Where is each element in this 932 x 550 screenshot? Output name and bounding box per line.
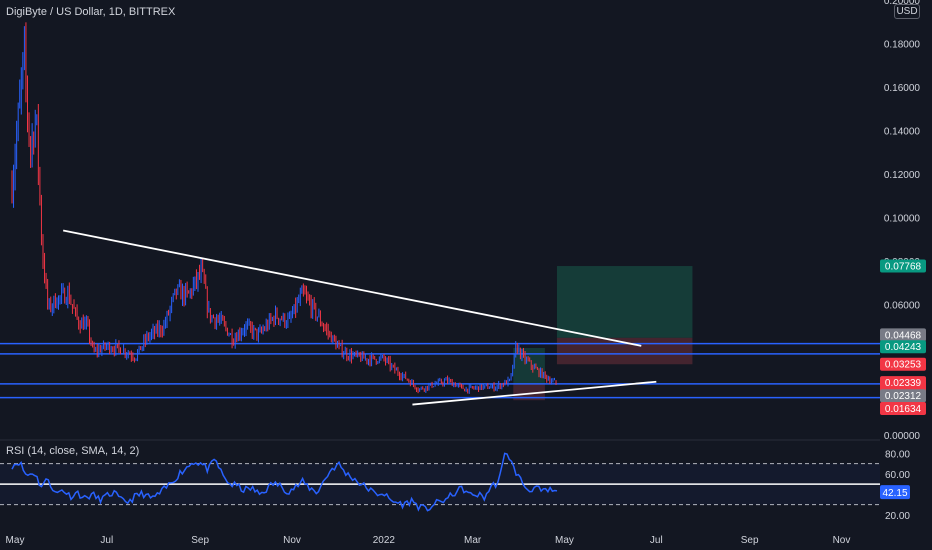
time-tick-label: Nov [833, 535, 851, 546]
target-zone[interactable] [556, 266, 693, 338]
horizontal-levels[interactable] [0, 342, 880, 399]
price-label-tag [880, 328, 926, 342]
rsi-value-label: 42.15 [882, 488, 907, 499]
time-tick-label: Sep [741, 535, 759, 546]
time-tick-label: Jul [100, 535, 113, 546]
price-tick-label: 0.12000 [884, 170, 921, 181]
position-tool[interactable] [513, 266, 693, 401]
time-tick-label: Mar [464, 535, 482, 546]
rsi-tick-label: 80.00 [885, 449, 910, 460]
price-label: 0.07768 [885, 262, 922, 273]
old-stop-zone [513, 383, 545, 401]
price-label: 0.02312 [885, 391, 922, 402]
price-tick-label: 0.00000 [884, 431, 921, 442]
price-label-tag [880, 401, 926, 415]
price-label: 0.03253 [885, 360, 922, 371]
rsi-tick-label: 60.00 [885, 470, 910, 481]
rsi-pane[interactable] [0, 452, 880, 512]
price-labels: 0.077680.044680.042430.032530.0233908:31… [880, 259, 926, 415]
price-tick-label: 0.16000 [884, 83, 921, 94]
price-tick-label: 0.14000 [884, 127, 921, 138]
price-pane[interactable] [0, 22, 880, 406]
candles [11, 22, 557, 394]
price-label: 0.04243 [885, 342, 922, 353]
price-tick-label: 0.20000 [884, 0, 921, 7]
rsi-value-tag [880, 485, 910, 500]
price-label: 0.02339 [885, 378, 922, 389]
time-tick-label: Nov [283, 535, 301, 546]
time-tick-label: Sep [191, 535, 209, 546]
rsi-line [11, 452, 558, 512]
time-axis[interactable]: May Jul Sep Nov 2022 Mar May Jul Sep Nov [6, 535, 851, 546]
currency-button[interactable]: USD [894, 4, 920, 19]
price-label: 0.04468 [885, 330, 922, 341]
trendlines[interactable] [62, 229, 657, 406]
time-tick-label: May [555, 535, 574, 546]
trendline-0[interactable] [62, 229, 642, 347]
price-tick-label: 0.18000 [884, 40, 921, 51]
rsi-tick-label: 20.00 [885, 511, 910, 522]
price-label-tag [880, 389, 926, 403]
rsi-title: RSI (14, close, SMA, 14, 2) [6, 445, 140, 457]
price-label-tag [880, 340, 926, 354]
time-tick-label: 2022 [373, 535, 396, 546]
price-label-tag [880, 259, 926, 273]
price-tick-label: 0.10000 [884, 214, 921, 225]
price-label-tag [880, 357, 926, 371]
trendline-1[interactable] [412, 380, 657, 406]
chart-title: DigiByte / US Dollar, 1D, BITTREX [6, 6, 176, 18]
time-tick-label: May [6, 535, 25, 546]
rsi-axis[interactable]: 80.00 60.00 20.00 42.15 [880, 449, 910, 522]
price-axis[interactable]: 0.20000 0.18000 0.16000 0.14000 0.12000 0.100… [884, 0, 921, 442]
price-label: 0.01634 [885, 404, 922, 415]
time-tick-label: Jul [650, 535, 663, 546]
price-tick-label: 0.06000 [884, 301, 921, 312]
